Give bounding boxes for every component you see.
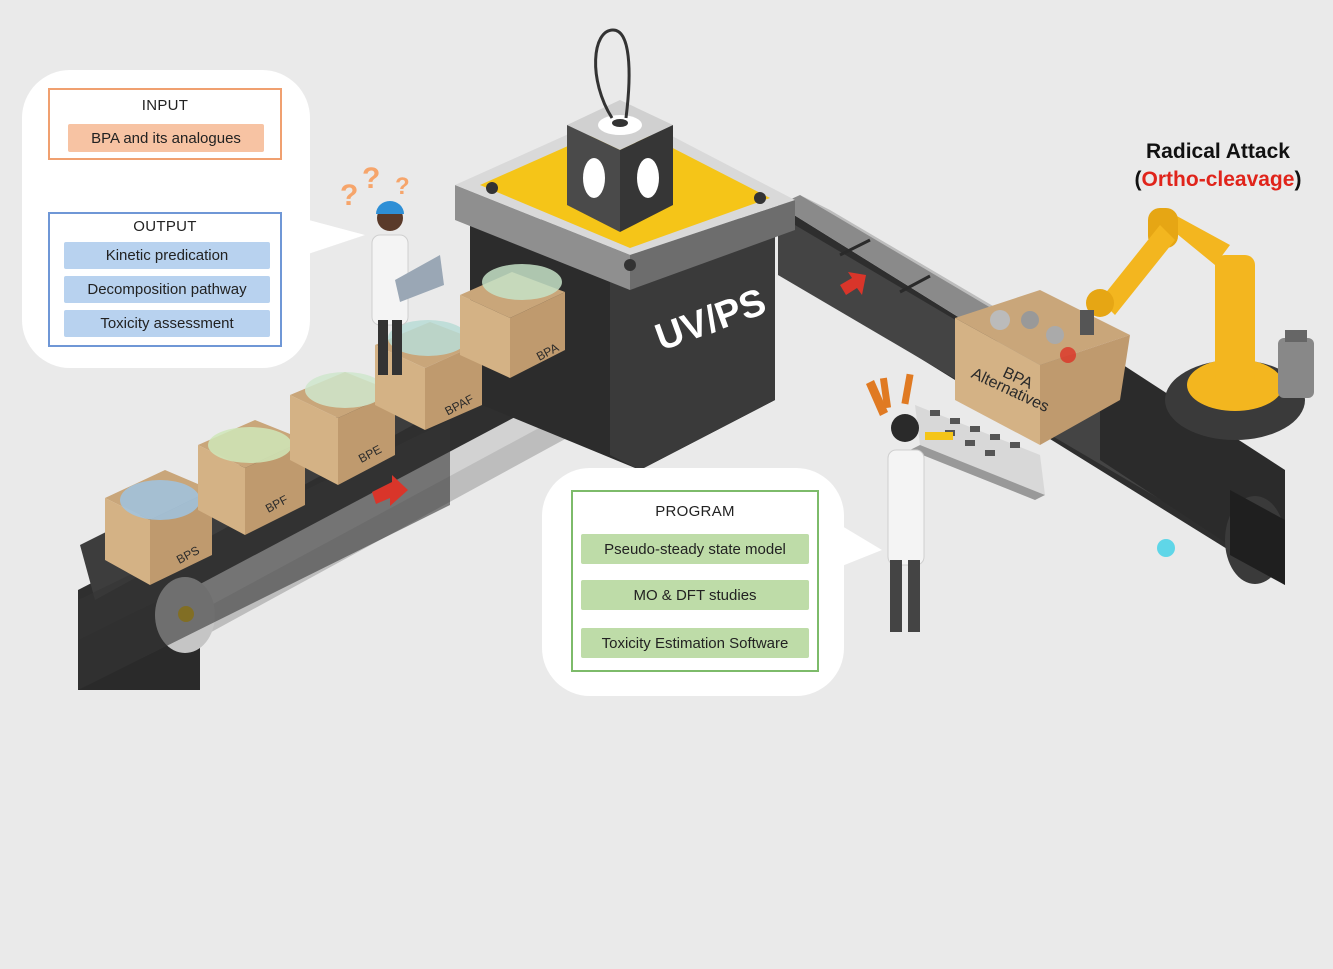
robot-arm	[1080, 208, 1314, 440]
open-paren: (	[1134, 168, 1142, 191]
program-item-test: Toxicity Estimation Software	[581, 628, 809, 658]
svg-text:?: ?	[395, 173, 410, 200]
input-frame: INPUT BPA and its analogues	[48, 88, 282, 160]
scientist-control-panel	[866, 373, 1045, 632]
radical-attack-title: Radical Attack	[1146, 140, 1290, 163]
output-header: OUTPUT	[133, 218, 197, 235]
output-item-toxicity: Toxicity assessment	[64, 310, 270, 337]
input-header: INPUT	[141, 97, 189, 114]
program-item-dft: MO & DFT studies	[581, 580, 809, 610]
radical-attack-subtitle: (Ortho-cleavage)	[1108, 168, 1328, 192]
flow-arrows	[372, 272, 866, 506]
output-frame: OUTPUT Kinetic predication Decomposition…	[48, 212, 282, 347]
bubble-tail-right	[832, 520, 882, 570]
close-paren: )	[1294, 168, 1302, 191]
program-frame: PROGRAM Pseudo-steady state model MO & D…	[571, 490, 819, 672]
output-item-kinetic: Kinetic predication	[64, 242, 270, 269]
scientist-laptop: ? ? ?	[340, 162, 444, 375]
uvps-reactor	[455, 28, 795, 470]
svg-text:?: ?	[362, 162, 380, 195]
program-item-pss: Pseudo-steady state model	[581, 534, 809, 564]
ortho-cleavage-text: Ortho-cleavage	[1141, 168, 1295, 191]
svg-text:?: ?	[340, 179, 358, 212]
bubble-tail-left	[290, 215, 365, 260]
bpa-alternatives-box	[955, 290, 1130, 445]
input-item: BPA and its analogues	[68, 124, 264, 152]
program-header: PROGRAM	[655, 503, 735, 520]
output-item-pathway: Decomposition pathway	[64, 276, 270, 303]
